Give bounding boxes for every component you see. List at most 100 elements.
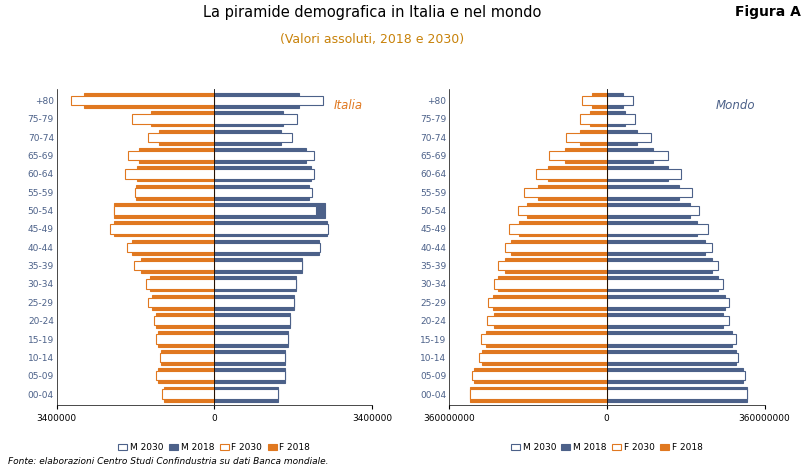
Bar [149,298,214,307]
Bar [214,187,311,197]
Bar [607,313,723,328]
Bar [607,279,723,289]
Bar [493,295,607,310]
Bar [607,332,731,347]
Bar [607,240,705,255]
Bar [132,240,214,255]
Bar [214,371,285,381]
Bar [214,169,314,179]
Bar [482,350,607,365]
Bar [70,96,214,105]
Bar [607,96,633,105]
Bar [549,151,607,160]
Bar [214,96,324,105]
Bar [214,332,288,347]
Bar [214,151,314,160]
Bar [214,243,320,252]
Bar [214,130,281,145]
Bar [486,332,607,347]
Bar [607,166,668,181]
Bar [607,298,730,307]
Bar [607,258,712,273]
Bar [139,148,214,163]
Bar [607,371,745,381]
Bar [134,187,214,197]
Bar [83,93,214,108]
Bar [607,169,681,179]
Text: Figura A: Figura A [735,5,801,19]
Bar [214,387,278,402]
Bar [214,258,302,273]
Bar [214,114,297,123]
Text: Mondo: Mondo [715,99,755,112]
Bar [590,111,607,126]
Bar [214,111,283,126]
Bar [607,111,625,126]
Bar [607,276,718,292]
Bar [607,368,743,383]
Bar [111,224,214,234]
Bar [607,261,718,270]
Bar [158,368,214,383]
Bar [488,298,607,307]
Legend: M 2030, M 2018, F 2030, F 2018: M 2030, M 2018, F 2030, F 2018 [115,439,314,456]
Bar [141,258,214,273]
Bar [214,279,296,289]
Bar [579,114,607,123]
Bar [607,203,690,218]
Bar [607,148,653,163]
Bar [607,151,668,160]
Bar [156,313,214,328]
Bar [592,93,607,108]
Bar [537,185,607,200]
Bar [154,316,214,325]
Bar [159,353,214,362]
Bar [214,185,308,200]
Bar [472,371,607,381]
Bar [214,313,290,328]
Bar [607,353,738,362]
Text: La piramide demografica in Italia e nel mondo: La piramide demografica in Italia e nel … [203,5,541,20]
Bar [607,221,697,236]
Bar [164,387,214,402]
Text: Fonte: elaborazioni Centro Studi Confindustria su dati Banca mondiale.: Fonte: elaborazioni Centro Studi Confind… [8,457,328,466]
Bar [505,243,607,252]
Bar [607,185,679,200]
Bar [137,166,214,181]
Bar [151,111,214,126]
Bar [214,148,307,163]
Bar [566,132,607,142]
Bar [607,243,712,252]
Bar [214,298,294,307]
Bar [136,185,214,200]
Bar [214,276,296,292]
Bar [493,313,607,328]
Bar [214,240,319,255]
Bar [127,243,214,252]
Legend: M 2030, M 2018, F 2030, F 2018: M 2030, M 2018, F 2030, F 2018 [507,439,706,456]
Bar [114,221,214,236]
Bar [487,316,607,325]
Bar [582,96,607,105]
Bar [607,114,635,123]
Bar [607,295,725,310]
Bar [505,258,607,273]
Bar [146,279,214,289]
Bar [511,240,607,255]
Bar [565,148,607,163]
Bar [214,316,290,325]
Bar [607,93,623,108]
Bar [114,206,214,215]
Bar [214,224,328,234]
Bar [134,261,214,270]
Bar [214,221,327,236]
Text: (Valori assoluti, 2018 e 2030): (Valori assoluti, 2018 e 2030) [280,33,464,46]
Bar [527,203,607,218]
Bar [580,130,607,145]
Bar [474,368,607,383]
Bar [214,203,324,218]
Bar [150,276,214,292]
Bar [607,130,637,145]
Bar [607,206,699,215]
Bar [128,151,214,160]
